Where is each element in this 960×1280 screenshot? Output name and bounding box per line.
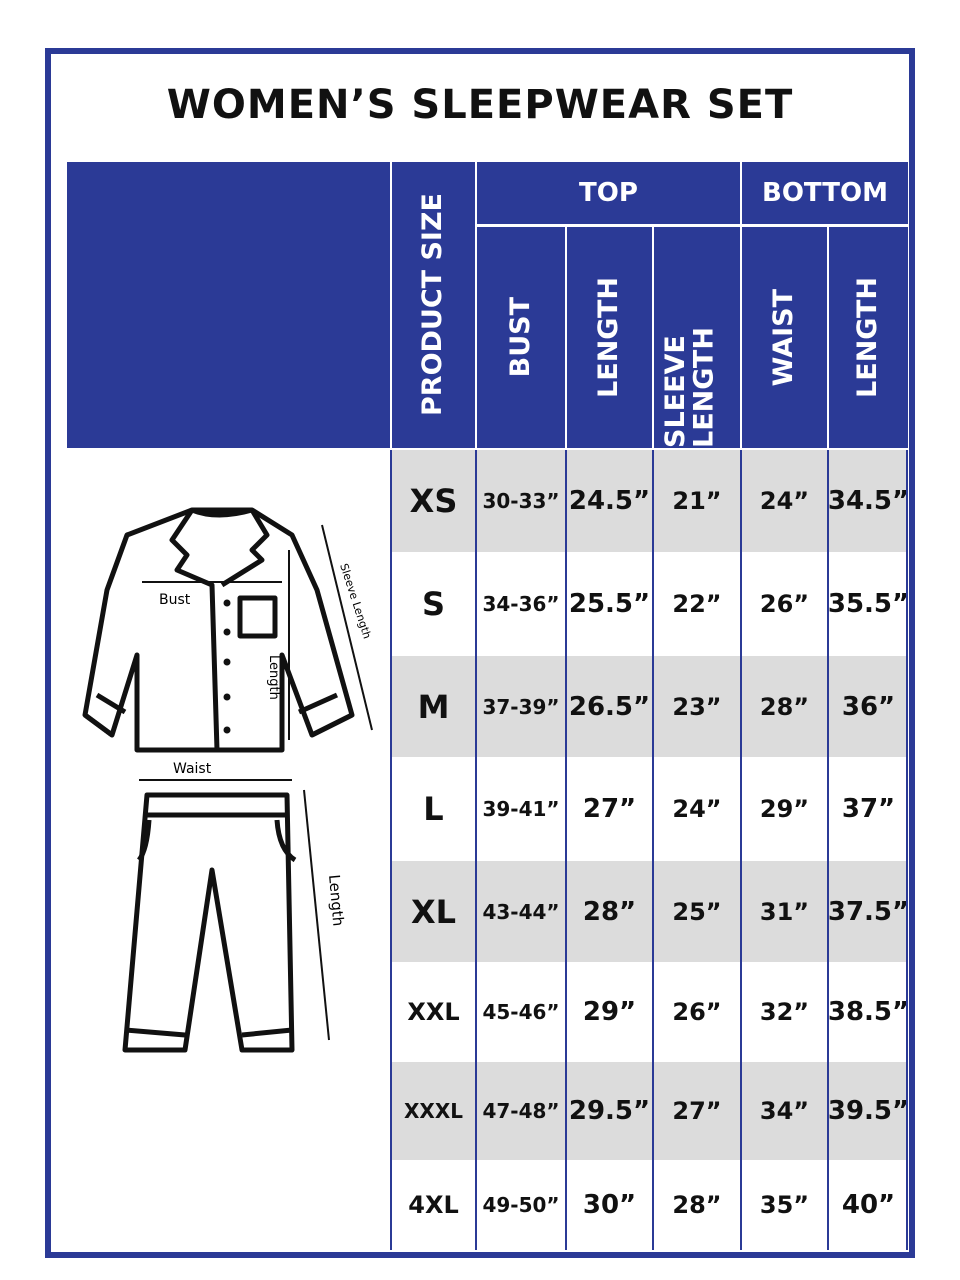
cell-bust: 30-33” bbox=[482, 489, 560, 513]
header-bust: BUST bbox=[477, 227, 565, 448]
cell-bust: 34-36” bbox=[482, 592, 560, 616]
column-divider bbox=[827, 450, 829, 1250]
cell-waist: 29” bbox=[759, 795, 810, 823]
cell-length: 28” bbox=[582, 896, 637, 927]
top-length-label: Length bbox=[266, 655, 281, 700]
cell-length: 29.5” bbox=[568, 1096, 651, 1126]
cell-bust: 45-46” bbox=[482, 1000, 560, 1024]
header-top: TOP bbox=[477, 162, 740, 224]
header-bottom-length: LENGTH bbox=[829, 227, 908, 448]
cell-size: XXXL bbox=[403, 1099, 463, 1123]
cell-waist: 24” bbox=[759, 487, 810, 515]
cell-waist: 31” bbox=[759, 897, 810, 926]
cell-waist: 26” bbox=[759, 590, 810, 618]
cell-size: S bbox=[421, 585, 446, 623]
cell-bottom-length: 37.5” bbox=[827, 896, 910, 927]
cell-length: 27” bbox=[582, 794, 637, 824]
cell-waist: 34” bbox=[759, 1097, 810, 1125]
cell-bust: 49-50” bbox=[482, 1193, 560, 1217]
cell-bust: 43-44” bbox=[482, 899, 560, 924]
table-row: XXL 45-46” 29” 26” 32” 38.5” bbox=[392, 962, 910, 1062]
header-waist: WAIST bbox=[742, 227, 827, 448]
cell-bottom-length: 35.5” bbox=[827, 589, 910, 619]
table-row: XXXL 47-48” 29.5” 27” 34” 39.5” bbox=[392, 1062, 910, 1160]
column-divider bbox=[906, 450, 908, 1250]
cell-sleeve: 24” bbox=[672, 795, 722, 823]
table-row: L 39-41” 27” 24” 29” 37” bbox=[392, 757, 908, 861]
cell-sleeve: 21” bbox=[672, 487, 722, 515]
column-divider bbox=[475, 450, 477, 1250]
cell-bust: 39-41” bbox=[482, 797, 560, 821]
cell-bust: 37-39” bbox=[482, 694, 560, 719]
cell-size: 4XL bbox=[408, 1191, 459, 1219]
cell-size: XL bbox=[410, 892, 457, 931]
cell-sleeve: 28” bbox=[672, 1191, 722, 1219]
cell-length: 29” bbox=[582, 997, 637, 1027]
cell-size: L bbox=[423, 790, 444, 828]
cell-bottom-length: 38.5” bbox=[827, 997, 910, 1027]
column-divider bbox=[652, 450, 654, 1250]
button-icons bbox=[223, 599, 231, 734]
shirt-icon bbox=[82, 507, 355, 753]
table-row: XS 30-33” 24.5” 21” 24” 34.5” bbox=[392, 450, 910, 552]
header-top-length: LENGTH bbox=[567, 227, 652, 448]
cell-bottom-length: 39.5” bbox=[827, 1096, 910, 1126]
table-row: XL 43-44” 28” 25” 31” 37.5” bbox=[392, 861, 910, 962]
header-sleeve-length: SLEEVE LENGTH bbox=[654, 227, 740, 448]
table-row: 4XL 49-50” 30” 28” 35” 40” bbox=[392, 1160, 908, 1250]
chart-frame bbox=[45, 48, 915, 1258]
cell-length: 26.5” bbox=[568, 691, 651, 722]
cell-sleeve: 26” bbox=[672, 998, 722, 1026]
sleeve-length-label: Sleeve Length bbox=[337, 562, 374, 641]
cell-sleeve: 27” bbox=[672, 1097, 722, 1125]
cell-sleeve: 23” bbox=[672, 692, 722, 721]
cell-bottom-length: 36” bbox=[841, 691, 896, 722]
cell-size: XS bbox=[409, 482, 458, 520]
cell-waist: 32” bbox=[759, 998, 810, 1026]
bust-label: Bust bbox=[159, 592, 191, 608]
cell-bottom-length: 40” bbox=[841, 1190, 896, 1220]
cell-length: 25.5” bbox=[568, 589, 651, 619]
cell-length: 30” bbox=[582, 1190, 637, 1220]
header-product-size: PRODUCT SIZE bbox=[392, 162, 475, 448]
cell-size: M bbox=[417, 687, 450, 726]
cell-length: 24.5” bbox=[568, 486, 651, 516]
sleepwear-illustration: Bust Length Sleeve Length Waist Length bbox=[82, 507, 374, 1053]
bottom-length-label: Length bbox=[325, 874, 347, 927]
column-divider bbox=[390, 450, 392, 1250]
cell-sleeve: 22” bbox=[672, 590, 722, 618]
cell-sleeve: 25” bbox=[672, 897, 722, 926]
table-row: S 34-36” 25.5” 22” 26” 35.5” bbox=[392, 552, 910, 656]
cell-waist: 28” bbox=[759, 692, 810, 721]
cell-bust: 47-48” bbox=[482, 1099, 560, 1123]
cell-waist: 35” bbox=[759, 1191, 810, 1219]
measure-arrows bbox=[139, 524, 373, 1041]
cell-bottom-length: 37” bbox=[841, 794, 896, 824]
waist-label: Waist bbox=[173, 761, 212, 777]
header-blank bbox=[67, 162, 390, 448]
cell-size: XXL bbox=[407, 998, 460, 1026]
header-bottom: BOTTOM bbox=[742, 162, 908, 224]
column-divider bbox=[740, 450, 742, 1250]
page-title: WOMEN’S SLEEPWEAR SET bbox=[166, 82, 794, 128]
pants-icon bbox=[122, 792, 297, 1053]
cell-bottom-length: 34.5” bbox=[827, 486, 910, 516]
column-divider bbox=[565, 450, 567, 1250]
table-row: M 37-39” 26.5” 23” 28” 36” bbox=[392, 656, 908, 757]
